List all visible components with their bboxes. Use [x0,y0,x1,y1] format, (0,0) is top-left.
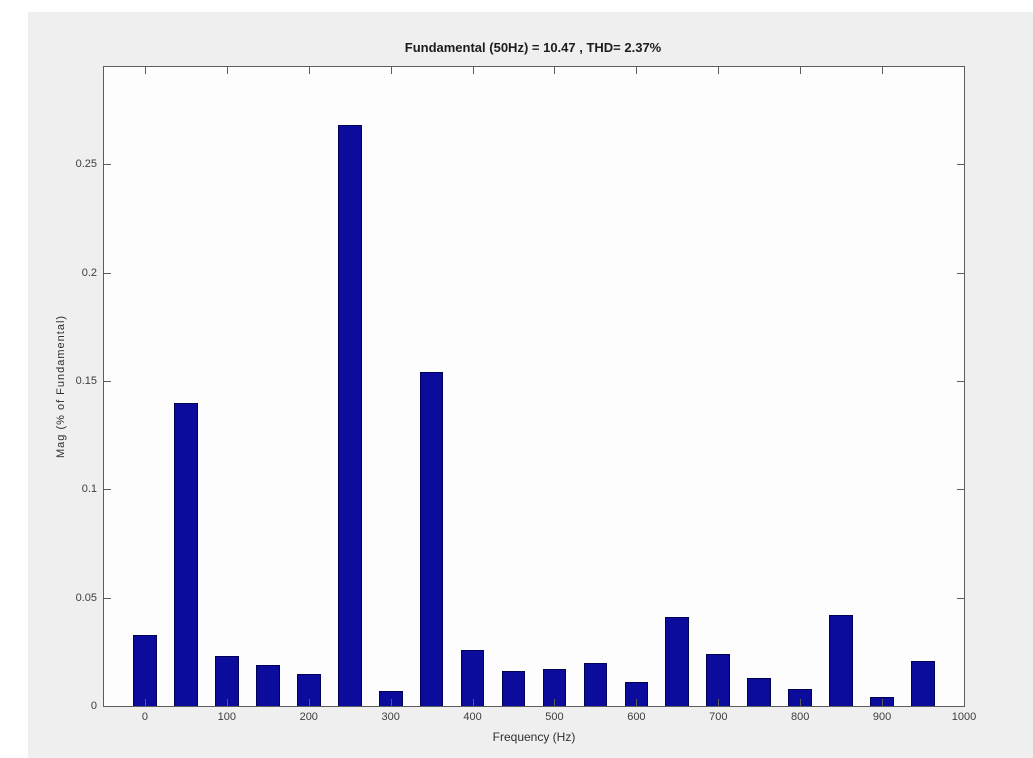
y-tick-label: 0 [90,700,97,712]
bar-350hz [419,372,444,706]
x-tick [636,699,638,706]
y-tick [957,272,964,274]
y-tick [104,381,111,383]
x-tick [226,699,228,706]
bar-750hz [747,677,772,706]
x-tick [964,699,965,706]
y-tick [104,272,111,274]
y-tick-label: 0.25 [75,158,97,171]
y-tick-label: 0.1 [81,483,97,496]
x-axis-label: Frequency (Hz) [492,730,576,744]
x-tick [308,67,310,74]
x-tick-label: 200 [299,711,318,723]
x-tick [964,67,965,74]
x-tick [144,699,146,706]
x-tick-label: 100 [217,711,237,723]
x-tick-label: 500 [545,711,564,723]
x-tick [800,67,802,74]
y-tick [104,706,111,707]
y-tick-label: 0.05 [75,591,97,604]
y-tick [957,706,964,707]
bar-600hz [624,682,649,706]
x-tick [800,699,802,706]
x-tick-label: 800 [791,711,810,723]
bar-200hz [296,673,321,706]
bar-950hz [911,660,935,706]
x-tick [308,699,310,706]
x-tick-label: 900 [872,711,892,723]
y-tick [957,164,964,166]
bar-100hz [214,656,239,706]
x-tick-label: 600 [627,711,646,723]
figure-panel: Fundamental (50Hz) = 10.47 , THD= 2.37% … [28,12,1033,758]
bar-0hz [133,634,157,706]
y-tick [957,489,964,491]
bar-850hz [829,615,854,706]
x-tick [472,699,474,706]
y-axis-label: Mag (% of Fundamental) [55,314,67,459]
bar-800hz [788,688,813,706]
y-tick-label: 0.2 [81,266,97,279]
bar-500hz [542,669,567,706]
plot-canvas: Mag (% of Fundamental) Frequency (Hz) 0 1… [55,66,976,744]
bar-700hz [706,654,731,706]
x-tick [554,67,556,74]
bar-50hz [174,402,198,706]
y-tick [957,597,964,599]
chart-title-text: Fundamental (50Hz) = 10.47 , THD= 2.37% [404,40,662,55]
x-tick [882,67,884,74]
x-tick [226,67,228,74]
x-tick [554,699,556,706]
x-tick [390,699,392,706]
x-tick [718,67,720,74]
x-tick [636,67,638,74]
x-tick-label: 700 [709,711,728,723]
x-tick [390,67,392,74]
x-tick-label: 300 [381,711,400,723]
x-tick-label: 0 [141,711,148,723]
y-tick [104,489,111,491]
x-tick [882,699,884,706]
y-tick [104,164,111,166]
y-tick-label: 0.15 [75,375,97,388]
bar-150hz [255,664,280,706]
y-tick [104,597,111,599]
bar-550hz [583,662,608,706]
bar-250hz [337,125,362,706]
y-tick [957,381,964,383]
x-tick-label: 1000 [951,711,977,723]
bar-300hz [378,690,403,706]
x-tick-label: 400 [463,711,482,723]
x-tick [472,67,474,74]
bar-450hz [501,671,526,706]
bar-400hz [460,649,485,706]
x-tick [718,699,720,706]
x-tick [144,67,146,74]
bar-650hz [665,617,690,706]
